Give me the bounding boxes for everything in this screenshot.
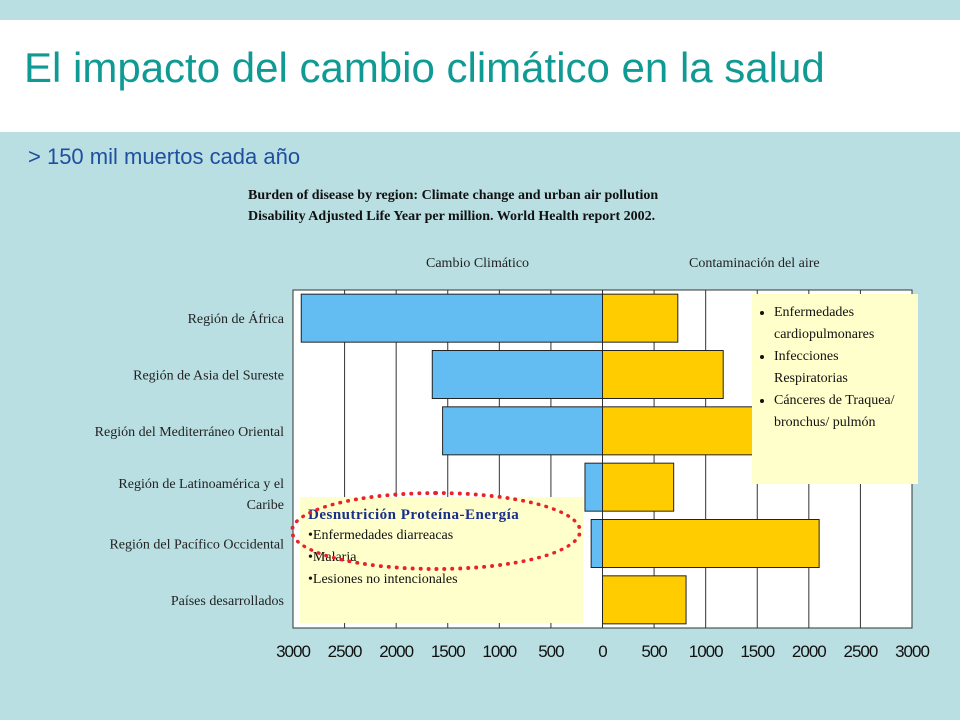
bar-climate-change: [300, 293, 603, 343]
slide-title: El impacto del cambio climático en la sa…: [24, 44, 825, 91]
category-label: Región del Mediterráneo Oriental: [95, 425, 284, 440]
chart-source: Burden of disease by region: Climate cha…: [248, 185, 658, 227]
bar-air-pollution: [602, 406, 758, 456]
x-tick-label: 1000: [689, 642, 723, 661]
x-tick-label: 1500: [740, 642, 774, 661]
air-note-item: Cánceres de Traquea/ bronchus/ pulmón: [774, 390, 914, 434]
category-label: Países desarrollados: [171, 594, 284, 609]
category-label: Región de África: [188, 310, 285, 327]
category-label: Región de Latinoamérica y el: [118, 477, 284, 492]
bar-air-pollution: [602, 575, 687, 625]
x-tick-label: 2500: [328, 642, 362, 661]
x-tick-label: 0: [598, 642, 607, 661]
x-tick-label: 2000: [792, 642, 826, 661]
x-tick-label: 500: [641, 642, 667, 661]
x-tick-label: 2500: [844, 642, 878, 661]
bar-climate-change: [584, 462, 604, 512]
bar-climate-change: [431, 350, 603, 399]
category-label: Región de Asia del Sureste: [133, 369, 284, 384]
source-line-2: Disability Adjusted Life Year per millio…: [248, 209, 656, 224]
x-tick-label: 500: [538, 642, 564, 661]
air-note-item: Enfermedades cardiopulmonares: [774, 302, 914, 346]
panel-label-climate: Cambio Climático: [426, 256, 530, 271]
bar-climate-change: [590, 519, 604, 568]
slide-subtitle: > 150 mil muertos cada año: [28, 144, 301, 169]
bar-air-pollution: [602, 350, 724, 399]
bar-air-pollution: [602, 462, 675, 512]
title-band: [0, 20, 960, 132]
x-tick-label: 3000: [276, 642, 310, 661]
bar-air-pollution: [602, 293, 679, 343]
source-line-1: Burden of disease by region: Climate cha…: [248, 188, 659, 203]
category-label: Región del Pacífico Occidental: [109, 538, 284, 553]
climate-note-item: •Lesiones no intencionales: [308, 572, 458, 587]
x-tick-label: 1500: [431, 642, 465, 661]
category-label: Caribe: [247, 498, 284, 513]
air-pollution-note: Enfermedades cardiopulmonares Infeccione…: [752, 294, 918, 484]
x-tick-label: 1000: [482, 642, 516, 661]
air-note-item: Infecciones Respiratorias: [774, 346, 914, 390]
x-tick-label: 2000: [379, 642, 413, 661]
bar-climate-change: [442, 406, 604, 456]
bar-air-pollution: [602, 519, 820, 568]
panel-label-air: Contaminación del aire: [689, 256, 820, 271]
highlight-ellipse: [290, 491, 582, 571]
x-tick-label: 3000: [895, 642, 929, 661]
